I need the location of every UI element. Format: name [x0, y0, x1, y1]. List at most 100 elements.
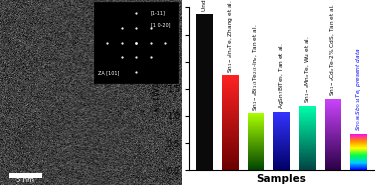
Bar [325, 165, 341, 166]
Bar [222, 107, 239, 108]
Bar [325, 148, 341, 149]
Bar [325, 152, 341, 153]
Bar [273, 142, 290, 143]
Bar [325, 140, 341, 141]
Bar [299, 145, 316, 146]
Bar [325, 155, 341, 156]
Bar [222, 87, 239, 88]
Bar [325, 157, 341, 158]
Bar [325, 139, 341, 140]
Bar [299, 110, 316, 111]
Bar [299, 151, 316, 152]
Bar [222, 98, 239, 99]
Bar [273, 114, 290, 115]
Bar [325, 120, 341, 121]
Bar [222, 157, 239, 158]
Bar [273, 126, 290, 127]
Bar [222, 136, 239, 137]
Bar [325, 153, 341, 154]
Bar [248, 127, 264, 128]
Bar [273, 134, 290, 135]
Bar [248, 119, 264, 120]
Bar [273, 122, 290, 123]
Bar [273, 148, 290, 149]
Bar [248, 168, 264, 169]
Bar [222, 161, 239, 162]
Bar [325, 163, 341, 164]
Bar [325, 103, 341, 104]
Bar [325, 131, 341, 132]
Bar [299, 120, 316, 121]
Bar [325, 151, 341, 152]
Bar [325, 133, 341, 134]
Bar [350, 162, 367, 163]
Bar [222, 167, 239, 168]
Bar [299, 107, 316, 108]
Bar [325, 126, 341, 127]
Bar [222, 124, 239, 125]
Bar [222, 156, 239, 157]
Bar [325, 113, 341, 114]
Bar [248, 126, 264, 127]
Bar [273, 143, 290, 144]
Bar [248, 121, 264, 122]
Bar [325, 150, 341, 151]
Bar [325, 134, 341, 135]
Bar [248, 132, 264, 133]
Bar [248, 169, 264, 170]
Bar [222, 132, 239, 133]
Bar [325, 135, 341, 136]
Bar [222, 102, 239, 104]
Bar [248, 167, 264, 168]
Bar [273, 144, 290, 145]
Bar [273, 152, 290, 153]
Bar [248, 117, 264, 118]
Bar [299, 153, 316, 154]
Bar [248, 140, 264, 141]
Bar [299, 154, 316, 155]
Bar [222, 149, 239, 150]
Bar [299, 168, 316, 169]
Bar [273, 137, 290, 138]
Bar [299, 131, 316, 132]
Bar [325, 132, 341, 133]
Bar [273, 155, 290, 156]
Bar [299, 111, 316, 112]
Bar [248, 122, 264, 123]
Bar [325, 167, 341, 168]
Bar [299, 106, 316, 107]
Bar [222, 151, 239, 152]
Bar [248, 163, 264, 164]
Bar [273, 158, 290, 159]
Bar [299, 112, 316, 113]
Bar [299, 115, 316, 116]
Bar [273, 124, 290, 125]
Bar [222, 111, 239, 112]
Bar [350, 149, 367, 150]
Bar [299, 152, 316, 153]
Bar [325, 169, 341, 170]
Bar [222, 147, 239, 148]
Bar [248, 146, 264, 147]
Bar [299, 140, 316, 141]
Bar [248, 115, 264, 116]
Bar [273, 112, 290, 113]
Bar [273, 156, 290, 157]
Bar [325, 166, 341, 167]
Bar [248, 138, 264, 139]
Bar [299, 146, 316, 147]
Bar [222, 131, 239, 132]
Bar [222, 159, 239, 161]
Bar [248, 151, 264, 152]
Bar [299, 157, 316, 158]
Bar [299, 161, 316, 162]
Bar [273, 140, 290, 141]
Bar [325, 123, 341, 124]
Bar [222, 78, 239, 79]
Bar [299, 135, 316, 136]
Bar [222, 118, 239, 119]
Bar [222, 94, 239, 95]
Bar [299, 125, 316, 126]
Bar [222, 123, 239, 124]
Text: Undoped SnTe: Undoped SnTe [202, 0, 207, 11]
